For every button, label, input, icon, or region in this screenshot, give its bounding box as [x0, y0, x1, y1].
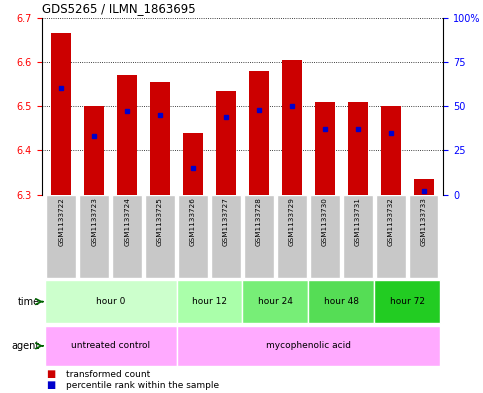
FancyBboxPatch shape — [310, 195, 340, 278]
Text: GSM1133733: GSM1133733 — [421, 197, 426, 246]
Text: GSM1133725: GSM1133725 — [157, 197, 163, 246]
Text: untreated control: untreated control — [71, 342, 150, 350]
Text: hour 72: hour 72 — [390, 297, 425, 306]
FancyBboxPatch shape — [409, 195, 439, 278]
Bar — [183, 133, 203, 195]
FancyBboxPatch shape — [343, 195, 372, 278]
Bar — [249, 71, 269, 195]
Text: GSM1133722: GSM1133722 — [58, 197, 64, 246]
Text: hour 0: hour 0 — [96, 297, 126, 306]
FancyBboxPatch shape — [79, 195, 109, 278]
Text: GSM1133728: GSM1133728 — [256, 197, 262, 246]
Text: hour 24: hour 24 — [258, 297, 293, 306]
Text: ■: ■ — [46, 380, 56, 390]
FancyBboxPatch shape — [242, 280, 308, 323]
FancyBboxPatch shape — [177, 325, 440, 366]
Bar — [51, 33, 71, 195]
Text: GSM1133724: GSM1133724 — [124, 197, 130, 246]
FancyBboxPatch shape — [145, 195, 175, 278]
Text: mycophenolic acid: mycophenolic acid — [266, 342, 351, 350]
Text: percentile rank within the sample: percentile rank within the sample — [66, 381, 219, 389]
Text: GSM1133726: GSM1133726 — [190, 197, 196, 246]
Bar — [414, 179, 434, 195]
FancyBboxPatch shape — [177, 280, 242, 323]
FancyBboxPatch shape — [46, 195, 76, 278]
Text: GSM1133727: GSM1133727 — [223, 197, 229, 246]
Text: hour 12: hour 12 — [192, 297, 227, 306]
FancyBboxPatch shape — [277, 195, 307, 278]
Text: GSM1133731: GSM1133731 — [355, 197, 361, 246]
FancyBboxPatch shape — [178, 195, 208, 278]
Text: time: time — [18, 297, 40, 307]
Bar — [315, 102, 335, 195]
Bar — [381, 106, 400, 195]
Text: hour 48: hour 48 — [324, 297, 359, 306]
Bar — [117, 75, 137, 195]
Text: transformed count: transformed count — [66, 370, 150, 378]
Text: GSM1133723: GSM1133723 — [91, 197, 97, 246]
Text: GSM1133730: GSM1133730 — [322, 197, 328, 246]
Bar — [85, 106, 104, 195]
FancyBboxPatch shape — [45, 325, 177, 366]
FancyBboxPatch shape — [45, 280, 177, 323]
Text: ■: ■ — [46, 369, 56, 379]
Text: GSM1133732: GSM1133732 — [388, 197, 394, 246]
FancyBboxPatch shape — [374, 280, 440, 323]
Text: GSM1133729: GSM1133729 — [289, 197, 295, 246]
FancyBboxPatch shape — [211, 195, 241, 278]
Bar — [216, 91, 236, 195]
FancyBboxPatch shape — [308, 280, 374, 323]
Bar — [150, 82, 170, 195]
FancyBboxPatch shape — [376, 195, 406, 278]
Text: agent: agent — [12, 341, 40, 351]
Bar — [348, 102, 368, 195]
Bar — [282, 60, 302, 195]
Text: GDS5265 / ILMN_1863695: GDS5265 / ILMN_1863695 — [42, 2, 195, 15]
FancyBboxPatch shape — [113, 195, 142, 278]
FancyBboxPatch shape — [244, 195, 274, 278]
